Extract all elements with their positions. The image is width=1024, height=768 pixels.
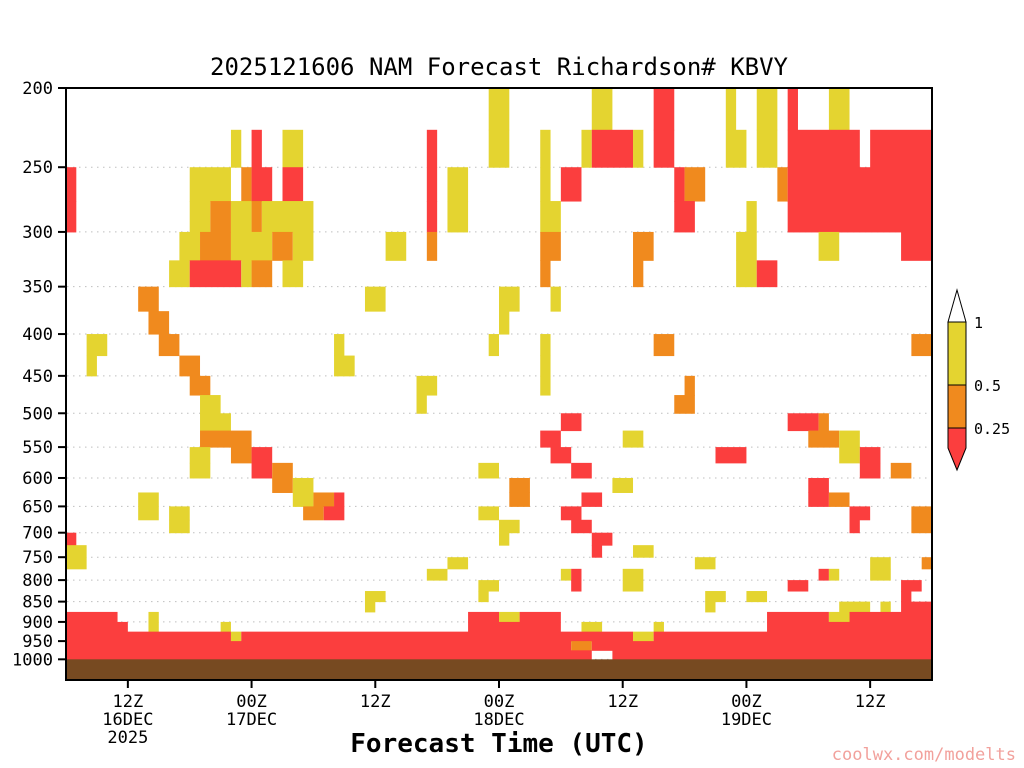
x-axis-label: Forecast Time (UTC) [350, 729, 648, 759]
y-tick-label: 300 [22, 223, 53, 243]
y-tick-label: 850 [22, 593, 53, 613]
x-tick-label: 12Z [112, 692, 143, 712]
y-tick-label: 750 [22, 548, 53, 568]
y-tick-label: 400 [22, 325, 53, 345]
x-date-label: 19DEC [721, 710, 772, 730]
x-date-label: 16DEC [102, 710, 153, 730]
y-tick-label: 700 [22, 524, 53, 544]
ground-terrain [66, 659, 932, 680]
x-date-label: 2025 [107, 728, 148, 748]
y-tick-label: 350 [22, 278, 53, 298]
colorbar-label: 0.5 [974, 377, 1001, 395]
colorbar: 1 0.5 0.25 [947, 288, 1010, 472]
colorbar-arrow-bottom [947, 427, 967, 472]
x-date-label: 18DEC [473, 710, 524, 730]
colorbar-label: 1 [974, 314, 983, 332]
x-tick-label: 00Z [484, 692, 515, 712]
y-tick-label: 200 [22, 79, 53, 99]
watermark-text: coolwx.com/modelts [831, 745, 1016, 765]
y-tick-label: 1000 [12, 650, 53, 670]
chart-title: 2025121606 NAM Forecast Richardson# KBVY [210, 53, 788, 81]
y-tick-label: 900 [22, 613, 53, 633]
colorbar-label: 0.25 [974, 420, 1010, 438]
x-tick-label: 12Z [855, 692, 886, 712]
y-tick-label: 950 [22, 632, 53, 652]
y-axis: 200 250 300 350 400 450 500 550 600 650 700 750 8008… [12, 79, 66, 670]
x-date-label: 17DEC [226, 710, 277, 730]
y-tick-label: 550 [22, 438, 53, 458]
colorbar-arrow-top [947, 288, 967, 323]
x-tick-label: 00Z [731, 692, 762, 712]
x-tick-label: 12Z [360, 692, 391, 712]
heatmap-cells [66, 88, 932, 660]
y-tick-label: 600 [22, 469, 53, 489]
y-tick-label: 500 [22, 404, 53, 424]
y-tick-label: 450 [22, 367, 53, 387]
y-tick-label: 250 [22, 158, 53, 178]
y-tick-label: 650 [22, 497, 53, 517]
x-tick-label: 12Z [607, 692, 638, 712]
colorbar-band-orange [947, 384, 967, 429]
x-tick-label: 00Z [236, 692, 267, 712]
colorbar-band-yellow [947, 321, 967, 386]
y-tick-label: 800 [22, 571, 53, 591]
